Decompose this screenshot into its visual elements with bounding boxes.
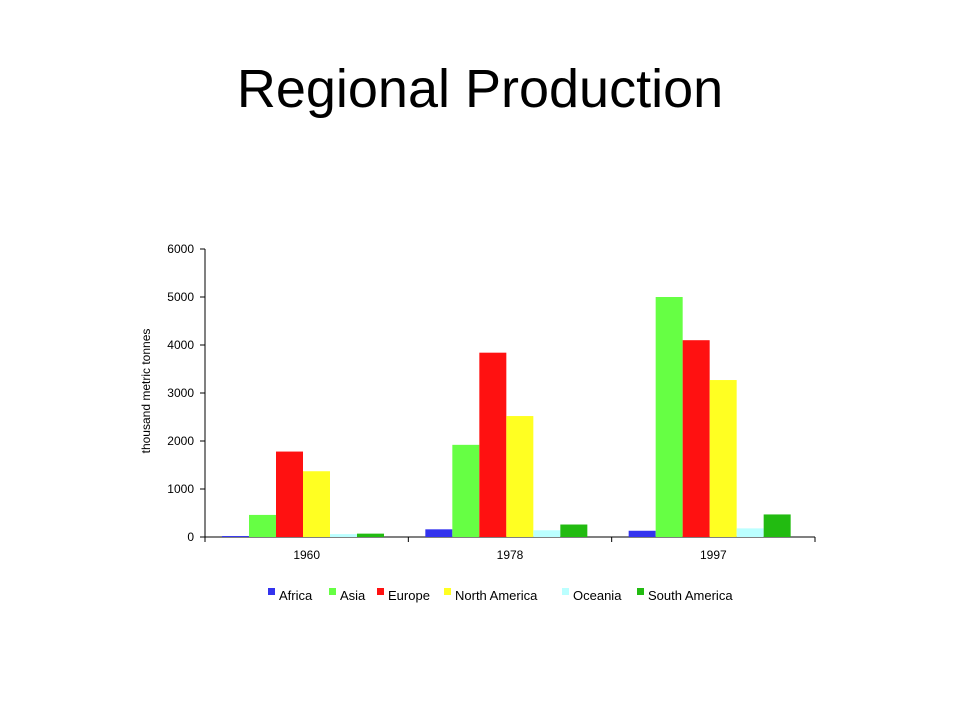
slide-title: Regional Production <box>236 59 724 119</box>
y-axis-label: thousand metric tonnes <box>139 329 153 454</box>
legend: Africa Asia Europe North America Oceania Sout… <box>268 588 733 603</box>
bar <box>222 536 249 537</box>
bar <box>709 380 737 537</box>
bar <box>425 529 453 537</box>
bar <box>655 297 683 537</box>
legend-label: South America <box>648 588 733 603</box>
y-tick-label: 1000 <box>167 482 194 496</box>
bar <box>763 514 791 537</box>
y-tick-label: 0 <box>187 530 194 544</box>
bar <box>357 533 384 537</box>
legend-label: Africa <box>279 588 313 603</box>
y-tick-label: 6000 <box>167 242 194 256</box>
bars <box>222 297 791 537</box>
legend-swatch <box>637 588 644 595</box>
bar <box>628 530 656 537</box>
legend-swatch <box>268 588 275 595</box>
y-tick-label: 2000 <box>167 434 194 448</box>
legend-swatch <box>562 588 569 595</box>
y-tick-label: 4000 <box>167 338 194 352</box>
bar <box>479 352 507 537</box>
bar <box>249 514 276 537</box>
bar <box>303 471 330 537</box>
bar <box>506 416 534 537</box>
x-tick-label: 1960 <box>293 548 320 562</box>
bar <box>560 524 588 537</box>
y-axis: 0 1000 2000 3000 4000 5000 6000 <box>167 242 206 544</box>
bar <box>533 530 561 537</box>
bar <box>276 451 303 537</box>
bar <box>736 528 764 537</box>
bar <box>452 444 480 537</box>
legend-swatch <box>377 588 384 595</box>
y-tick-label: 5000 <box>167 290 194 304</box>
bar <box>330 534 357 537</box>
legend-swatch <box>444 588 451 595</box>
legend-label: North America <box>455 588 538 603</box>
legend-label: Oceania <box>573 588 622 603</box>
legend-swatch <box>329 588 336 595</box>
x-axis: 1960 1978 1997 <box>204 536 816 562</box>
x-tick-label: 1997 <box>700 548 727 562</box>
y-tick-label: 3000 <box>167 386 194 400</box>
legend-label: Europe <box>388 588 430 603</box>
bar <box>682 340 710 537</box>
legend-label: Asia <box>340 588 366 603</box>
x-tick-label: 1978 <box>497 548 524 562</box>
